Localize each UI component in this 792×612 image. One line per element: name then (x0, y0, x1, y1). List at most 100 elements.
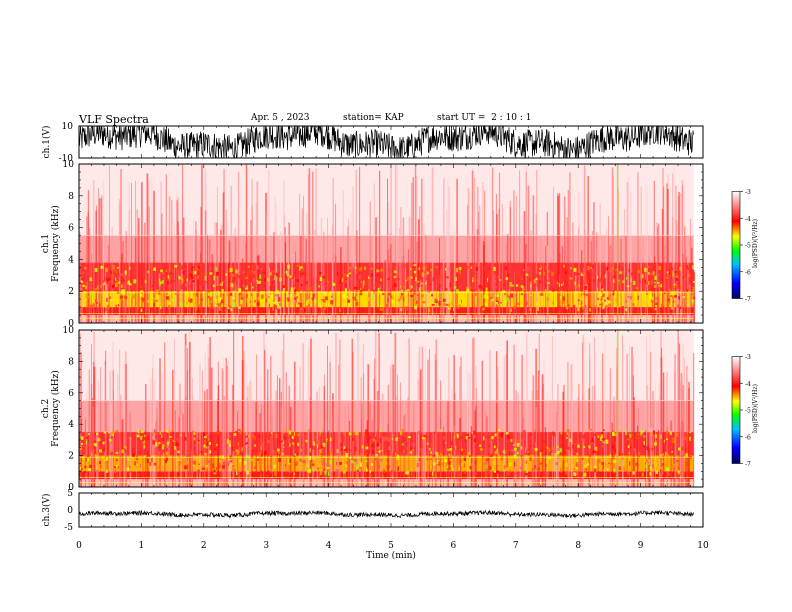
spectral-streak (674, 354, 676, 487)
spectral-streak (581, 341, 583, 487)
spectral-speckle (632, 280, 636, 286)
spectral-speckle (525, 460, 527, 464)
spectral-speckle (365, 446, 369, 450)
spectral-speckle (509, 281, 513, 287)
spectral-speckle (449, 448, 452, 451)
spectral-speckle (248, 297, 251, 302)
spectral-speckle (236, 471, 238, 476)
colorbar-tick-label: -7 (745, 461, 751, 468)
spectral-speckle (352, 297, 354, 299)
spectral-speckle (410, 290, 412, 293)
spectral-streak (112, 342, 114, 487)
spectral-streak (125, 231, 127, 323)
spectral-speckle (651, 447, 653, 451)
spectral-speckle (440, 429, 442, 432)
spectral-speckle (666, 276, 669, 279)
spectral-speckle (456, 307, 460, 310)
spectral-speckle (283, 446, 285, 449)
spectral-speckle (267, 470, 269, 475)
spectral-speckle (202, 286, 205, 289)
spectral-streak (475, 259, 476, 323)
spectral-speckle (159, 431, 161, 435)
spectral-speckle (629, 446, 632, 449)
spectral-speckle (576, 452, 578, 456)
spectral-speckle (654, 308, 657, 311)
spectral-speckle (143, 432, 146, 436)
spectral-speckle (672, 440, 675, 444)
spectral-speckle (294, 264, 297, 269)
spectral-speckle (195, 302, 197, 306)
spectral-speckle (536, 306, 540, 312)
spectral-speckle (215, 286, 219, 291)
spectral-speckle (458, 266, 462, 271)
spectral-speckle (577, 293, 581, 298)
spectral-streak (467, 187, 470, 323)
spectral-speckle (178, 276, 181, 280)
x-tick-label: 4 (326, 541, 332, 551)
spectral-speckle (358, 267, 362, 272)
spectral-speckle (279, 444, 281, 448)
spectral-speckle (196, 266, 198, 271)
spectral-streak (172, 369, 174, 487)
spectral-speckle (175, 443, 179, 446)
spectral-speckle (272, 306, 274, 311)
spectral-speckle (220, 455, 223, 459)
spectral-streak (98, 380, 99, 487)
spectral-speckle (600, 434, 604, 439)
spectral-speckle (94, 454, 97, 458)
spectral-speckle (283, 472, 286, 476)
spectral-speckle (116, 430, 119, 434)
spectral-streak (105, 365, 107, 487)
spectral-speckle (556, 450, 560, 455)
spectral-speckle (496, 293, 500, 297)
spectral-speckle (146, 436, 150, 441)
spectral-speckle (574, 472, 577, 477)
spectral-streak (442, 426, 444, 487)
spectral-speckle (559, 296, 562, 300)
spectral-speckle (551, 448, 555, 453)
spectral-speckle (123, 278, 125, 282)
spectral-streak (496, 378, 499, 487)
spectral-speckle (259, 274, 262, 279)
spectral-speckle (381, 307, 384, 312)
spectral-streak (408, 338, 410, 487)
spectral-speckle (250, 293, 253, 297)
spectral-speckle (80, 278, 84, 281)
spectral-speckle (326, 279, 328, 282)
spectral-speckle (278, 451, 281, 455)
spectral-speckle (430, 451, 432, 455)
spectral-speckle (581, 472, 584, 475)
spectral-speckle (158, 278, 161, 283)
spectral-speckle (600, 279, 602, 284)
spectral-speckle (418, 267, 421, 271)
spectral-speckle (150, 457, 153, 463)
spectral-speckle (156, 288, 159, 291)
spectral-streak (612, 175, 614, 323)
spectral-speckle (181, 265, 184, 270)
spectral-streak (484, 432, 487, 487)
spectral-speckle (342, 294, 346, 299)
spectral-speckle (206, 441, 210, 446)
spectral-speckle (110, 443, 113, 448)
spectral-speckle (413, 290, 416, 295)
spectral-speckle (308, 468, 312, 473)
spectral-speckle (158, 444, 162, 449)
spectral-speckle (494, 433, 497, 437)
spectral-streak (662, 372, 665, 487)
spectral-speckle (464, 470, 466, 475)
spectral-speckle (669, 431, 671, 434)
spectral-speckle (691, 300, 694, 304)
spectral-streak (373, 181, 375, 323)
spectral-speckle (397, 466, 399, 471)
spectral-speckle (212, 284, 216, 288)
spectral-speckle (167, 275, 170, 279)
spectral-speckle (453, 286, 457, 289)
spectral-streak (407, 249, 409, 323)
spectral-speckle (461, 299, 463, 304)
spectral-speckle (237, 442, 240, 446)
spectral-speckle (94, 287, 98, 292)
spectral-speckle (445, 276, 449, 279)
spectral-speckle (598, 434, 600, 437)
spectral-speckle (483, 439, 485, 443)
spectral-speckle (182, 308, 184, 313)
